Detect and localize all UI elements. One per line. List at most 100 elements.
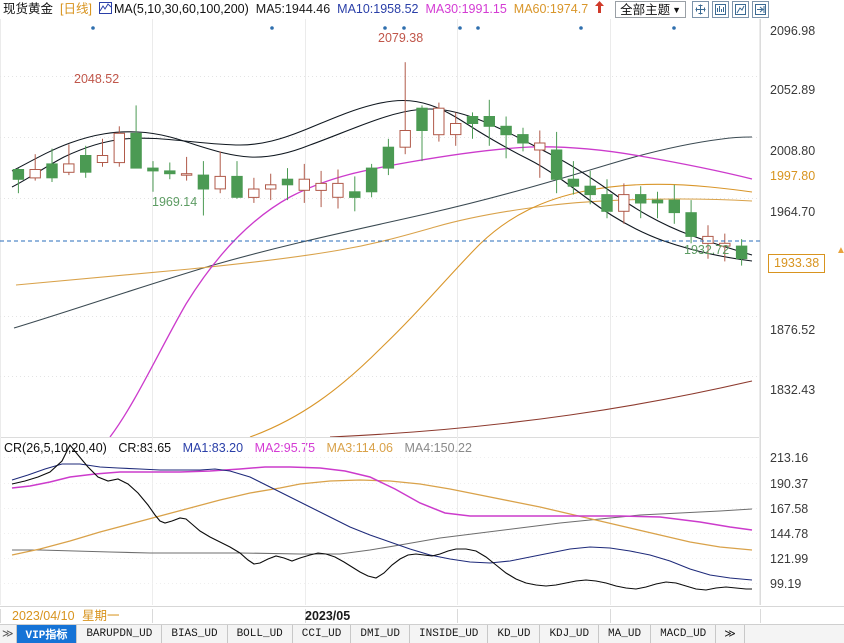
tab-boll-ud[interactable]: BOLL_UD (227, 625, 293, 643)
candle (483, 116, 496, 127)
ma10-value: MA10:1958.52 (337, 2, 419, 16)
candle (197, 174, 210, 190)
candle (298, 178, 311, 191)
price-tick: 2052.89 (770, 83, 816, 97)
cr-indicator-header: CR(26,5,10,20,40) CR:83.65 MA1:83.20 MA2… (0, 440, 764, 456)
price-chart-pane[interactable]: 2048.52 2079.38 1969.14 1932.72 (0, 19, 760, 437)
candle (365, 167, 378, 193)
tab-cci-ud[interactable]: CCI_UD (292, 625, 352, 643)
date-weekday: 星期一 (82, 609, 120, 623)
ma5-value: MA5:1944.46 (255, 2, 331, 16)
indicator-tab-bar[interactable]: ≫ VIP指标 BARUPDN_UD BIAS_UD BOLL_UD CCI_U… (0, 624, 844, 643)
theme-dropdown[interactable]: 全部主题 ▼ (615, 1, 687, 18)
price-tick: 1876.52 (770, 323, 816, 337)
candle (702, 235, 714, 244)
date-tick (0, 609, 1, 623)
candle (685, 212, 697, 237)
cr-tick: 121.99 (770, 552, 809, 566)
crosshair-button[interactable] (692, 1, 710, 18)
price-tick: 2008.80 (770, 144, 816, 158)
candle (214, 175, 226, 190)
candle (349, 191, 361, 198)
candle (735, 245, 748, 260)
ma60-value: MA60:1974.7 (513, 2, 589, 16)
tab-inside-ud[interactable]: INSIDE_UD (410, 625, 489, 643)
candle (534, 142, 546, 151)
tab-scroll-left[interactable]: ≫ (0, 625, 17, 643)
axis-divider (760, 19, 761, 437)
candle (281, 178, 294, 186)
cr-axis[interactable]: 213.16 190.37 167.58 144.78 121.99 99.19 (760, 437, 844, 605)
tab-kdj-ud[interactable]: KDJ_UD (540, 625, 600, 643)
cr-chart-svg (0, 437, 760, 605)
candle (382, 146, 395, 169)
fit-chart-button[interactable] (712, 1, 730, 18)
annotation-high-1: 2079.38 (378, 31, 424, 45)
cr-tick: 190.37 (770, 477, 809, 491)
candle (399, 130, 411, 148)
candle (12, 169, 25, 180)
candle (668, 199, 680, 214)
candle (130, 132, 142, 169)
candle (584, 185, 596, 196)
candle (450, 123, 462, 136)
tab-scroll-right[interactable]: ≫ (716, 625, 745, 643)
price-tick-highlight: 1997.80 (770, 169, 816, 183)
price-tick: 1964.70 (770, 205, 816, 219)
annotation-low-2: 1969.14 (152, 195, 198, 209)
candle (651, 199, 664, 204)
price-tick: 1832.43 (770, 383, 816, 397)
period-label[interactable]: [日线] (60, 2, 92, 16)
tab-barupdn-ud[interactable]: BARUPDN_UD (77, 625, 163, 643)
cr-indicator-pane[interactable] (0, 437, 760, 605)
candle (466, 116, 479, 124)
cr-ma2-value: MA2:95.75 (254, 441, 316, 455)
candle (147, 167, 159, 172)
candle (416, 107, 428, 131)
price-up-arrow-icon (595, 0, 605, 19)
cr-value: CR:83.65 (118, 441, 172, 455)
tab-ma-ud[interactable]: MA_UD (599, 625, 652, 643)
candle (96, 155, 109, 163)
candle (113, 132, 125, 164)
price-chart-svg (0, 19, 760, 437)
tab-vip-indicators[interactable]: VIP指标 (16, 625, 78, 643)
date-tick (152, 609, 153, 623)
candle (231, 175, 243, 198)
annotation-high-2: 2048.52 (74, 72, 120, 86)
axis-divider (760, 437, 761, 605)
date-tick (457, 609, 458, 623)
price-axis[interactable]: 2096.98 2052.89 2008.80 1997.80 1964.70 … (760, 19, 844, 437)
cr-tick: 99.19 (770, 577, 802, 591)
candle (63, 163, 75, 173)
tab-dmi-ud[interactable]: DMI_UD (351, 625, 410, 643)
shift-right-button[interactable] (752, 1, 770, 18)
candle (265, 184, 277, 190)
candle (164, 170, 176, 175)
candle (618, 194, 630, 212)
candle (635, 194, 647, 204)
candle (180, 173, 193, 176)
candle (315, 182, 327, 191)
tab-kd-ud[interactable]: KD_UD (488, 625, 541, 643)
date-axis-bar: 2023/04/10 星期一 2023/05 (0, 606, 844, 625)
tab-bias-ud[interactable]: BIAS_UD (162, 625, 228, 643)
current-price-box[interactable]: 1933.38 (768, 254, 826, 273)
symbol-name[interactable]: 现货黄金 (3, 2, 54, 16)
cr-tick: 213.16 (770, 451, 809, 465)
current-price-marker-icon: ▲ (836, 245, 844, 256)
candle (332, 182, 344, 198)
ma30-value: MA30:1991.15 (425, 2, 507, 16)
candle (719, 242, 731, 247)
cr-tick: 144.78 (770, 527, 809, 541)
scale-chart-button[interactable] (732, 1, 750, 18)
cr-definition: CR(26,5,10,20,40) (4, 441, 107, 455)
chart-info-toolbar: 现货黄金 [日线] MA(5,10,30,60,100,200) MA5:194… (0, 0, 844, 19)
tab-macd-ud[interactable]: MACD_UD (651, 625, 717, 643)
candle (550, 149, 563, 180)
date-tick (610, 609, 611, 623)
price-tick: 2096.98 (770, 24, 816, 38)
ma-definition: MA(5,10,30,60,100,200) (113, 2, 249, 16)
date-tick (305, 609, 306, 623)
